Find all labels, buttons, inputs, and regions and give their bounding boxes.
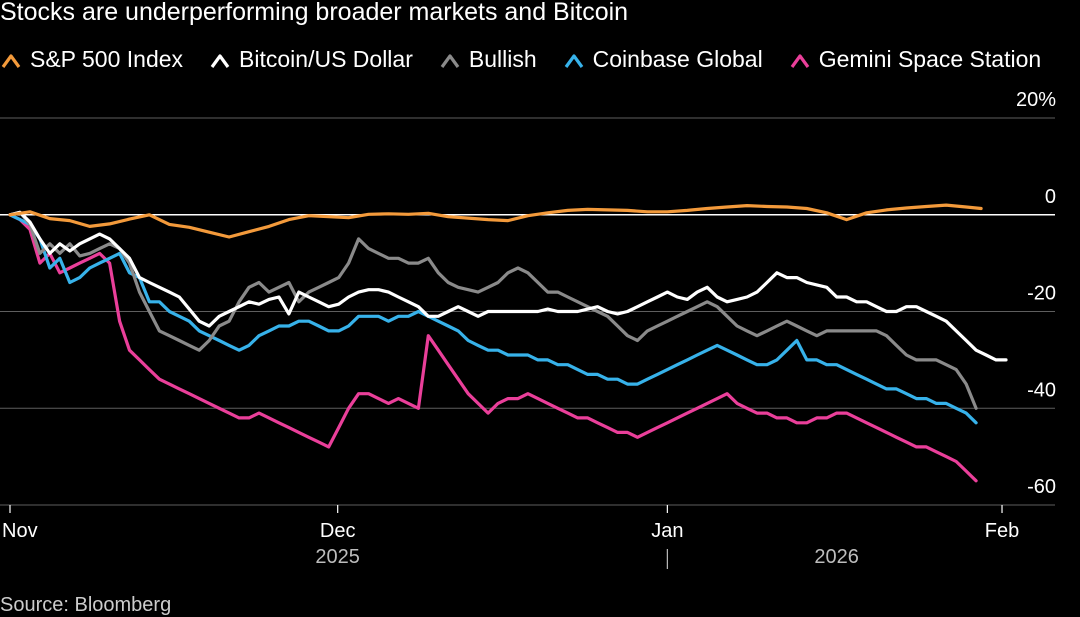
x-tick-label-feb: Feb [985,520,1019,542]
y-tick-label: -60 [1027,476,1056,498]
year-label-2026: 2026 [814,546,859,568]
legend-item-sp500: S&P 500 Index [0,46,183,73]
series-line-coinbase-global [8,213,978,425]
chart-legend: S&P 500 Index Bitcoin/US Dollar Bullish … [0,46,1041,73]
y-tick-label: 20% [1016,89,1056,111]
chart-title: Stocks are underperforming broader marke… [0,0,629,26]
x-tick-label-dec: Dec [320,520,356,542]
x-tick-label-jan: Jan [651,520,683,542]
series-line-s-p-500-index [8,203,983,239]
legend-item-bullish: Bullish [439,46,537,73]
legend-swatch-bitcoin [210,53,230,68]
legend-item-gemini: Gemini Space Station [789,46,1041,73]
legend-label-gemini: Gemini Space Station [818,46,1042,72]
series-line-bullish [8,210,978,410]
y-tick-label: -40 [1027,379,1056,401]
legend-swatch-gemini [790,53,809,68]
legend-label-coinbase: Coinbase Global [592,46,763,72]
legend-item-coinbase: Coinbase Global [563,46,763,73]
legend-label-bitcoin: Bitcoin/US Dollar [239,46,413,72]
legend-item-bitcoin: Bitcoin/US Dollar [209,46,413,73]
y-tick-label: -20 [1027,283,1056,305]
legend-label-bullish: Bullish [468,46,537,72]
year-label-2025: 2025 [315,546,360,568]
legend-label-sp500: S&P 500 Index [30,46,184,72]
y-tick-label: 0 [1045,186,1056,208]
series-line-gemini-space-station [8,213,978,483]
legend-swatch-bullish [440,53,460,68]
legend-swatch-sp500 [1,53,21,68]
series-line-bitcoin-us-dollar [8,210,1008,362]
source-note: Source: Bloomberg [0,594,172,616]
legend-swatch-coinbase [564,53,583,68]
x-tick-label-nov: Nov [2,520,38,542]
